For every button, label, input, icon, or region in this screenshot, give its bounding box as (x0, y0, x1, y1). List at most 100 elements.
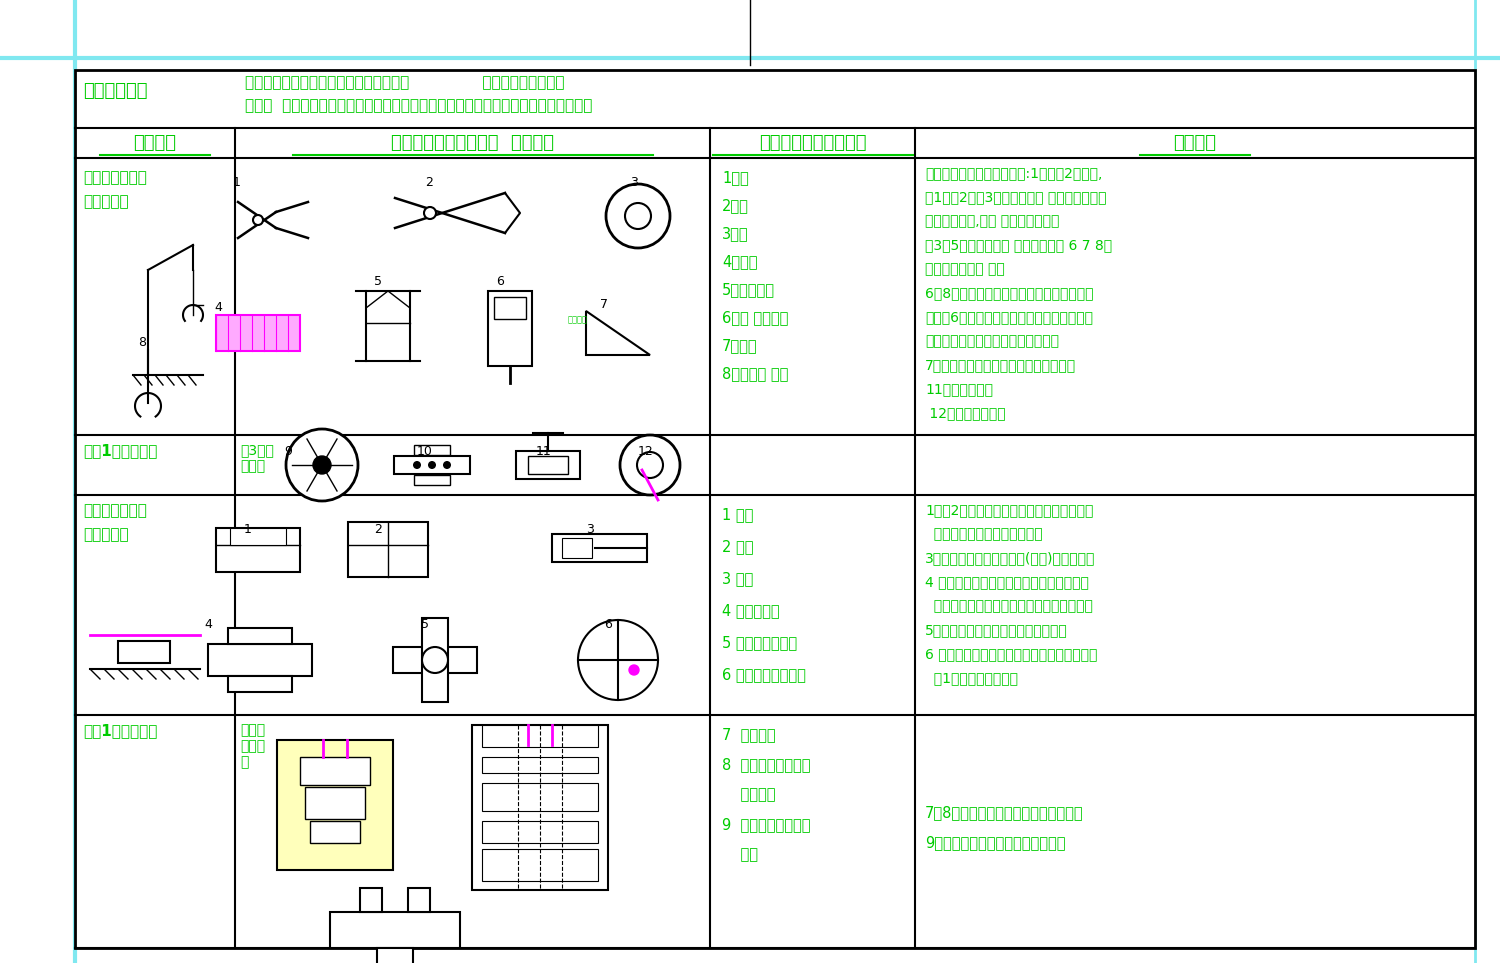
Circle shape (638, 452, 663, 478)
Bar (552, 534, 646, 562)
Text: 7: 7 (600, 298, 608, 311)
Circle shape (413, 461, 422, 469)
Text: 移动副
组合应
用: 移动副 组合应 用 (240, 723, 266, 769)
Text: 8  级进复合钣金冲压: 8 级进复合钣金冲压 (722, 757, 810, 772)
Text: 两杆1副转动机构: 两杆1副转动机构 (82, 443, 158, 458)
Bar (304, 787, 364, 819)
Circle shape (628, 665, 639, 675)
Text: 加1联动杆构件的应用: 加1联动杆构件的应用 (926, 671, 1019, 685)
Text: 12: 12 (638, 445, 654, 458)
Text: 1钳子: 1钳子 (722, 170, 748, 185)
Text: 构件形式: 构件形式 (134, 134, 177, 152)
Text: 3气（油）缓冲缸是移动副(构件)的一种应用: 3气（油）缓冲缸是移动副(构件)的一种应用 (926, 551, 1095, 565)
Circle shape (578, 620, 658, 700)
Bar (408, 888, 430, 912)
Text: 10: 10 (417, 445, 434, 458)
Bar (516, 451, 580, 479)
Text: 和转动构件: 和转动构件 (82, 194, 129, 209)
Text: 方法：  利用形象思维原理，从具体到抽象，从需要到现实，将构件和运动副巧妙组合: 方法： 利用形象思维原理，从具体到抽象，从需要到现实，将构件和运动副巧妙组合 (244, 98, 592, 113)
Circle shape (427, 461, 436, 469)
Text: 6 双滑块椭圆规机构: 6 双滑块椭圆规机构 (722, 667, 806, 682)
Text: 5十字滑块联轴器，是两个滑块的组合: 5十字滑块联轴器，是两个滑块的组合 (926, 623, 1068, 637)
Bar (482, 783, 598, 811)
Text: 常用机构组成: 常用机构组成 (82, 82, 147, 100)
Bar (472, 725, 608, 890)
Text: 8: 8 (138, 336, 146, 349)
Bar (330, 912, 460, 948)
Bar (216, 315, 300, 351)
Text: 6、8两构件的功能借都助于弹簧构件实现其: 6、8两构件的功能借都助于弹簧构件实现其 (926, 286, 1094, 300)
Text: 3轮子: 3轮子 (722, 226, 748, 241)
Text: 4: 4 (214, 301, 222, 314)
Text: 液压导轨磁悬浮导轨等但机构原理是相同的: 液压导轨磁悬浮导轨等但机构原理是相同的 (926, 599, 1094, 613)
Bar (482, 849, 598, 881)
Text: 3: 3 (586, 523, 594, 536)
Bar (228, 676, 292, 692)
Bar (360, 888, 382, 912)
Text: 5 十字滑块联轴器: 5 十字滑块联轴器 (722, 635, 797, 650)
Bar (482, 725, 598, 747)
Circle shape (314, 456, 332, 474)
Text: 基本构件移动副: 基本构件移动副 (82, 503, 147, 518)
Bar (209, 644, 312, 676)
Text: 转动构件的具体 应用: 转动构件的具体 应用 (926, 262, 1005, 276)
Text: 件3轮子
的组合: 件3轮子 的组合 (240, 443, 274, 473)
Text: 1: 1 (232, 176, 242, 189)
Text: 1 抽屉: 1 抽屉 (722, 507, 753, 522)
Bar (414, 445, 450, 455)
Text: 11手动起重葫芦: 11手动起重葫芦 (926, 382, 993, 396)
Bar (348, 522, 427, 577)
Text: 11: 11 (536, 445, 552, 458)
Bar (393, 647, 477, 673)
Text: 两杆1副移动机构: 两杆1副移动机构 (82, 723, 158, 738)
Text: 移动副和移动构件的基本应用: 移动副和移动构件的基本应用 (926, 527, 1042, 541)
Text: 6: 6 (604, 618, 612, 631)
Bar (562, 538, 592, 558)
Circle shape (620, 435, 680, 495)
Bar (278, 740, 393, 870)
Text: 图3、5是轮子和轮轴 同属转动构件 6 7 8是: 图3、5是轮子和轮轴 同属转动构件 6 7 8是 (926, 238, 1112, 252)
Bar (310, 821, 360, 843)
Bar (228, 628, 292, 644)
Text: 4: 4 (204, 618, 212, 631)
Text: 组成解读: 组成解读 (1173, 134, 1216, 152)
Circle shape (422, 647, 448, 673)
Text: 折弯模具: 折弯模具 (722, 787, 776, 802)
Circle shape (442, 461, 452, 469)
Bar (482, 757, 598, 773)
Text: 3 气缸: 3 气缸 (722, 571, 753, 586)
Text: 5: 5 (374, 275, 382, 288)
Text: 一元转动基本构件应用: 一元转动基本构件应用 (759, 134, 867, 152)
Text: 合，道理相同,只是 形态不同而已。: 合，道理相同,只是 形态不同而已。 (926, 214, 1059, 228)
Bar (230, 528, 286, 545)
Text: 6冲压 送料机构: 6冲压 送料机构 (722, 310, 789, 325)
Text: 9是移动副几构件在机械手中的应用: 9是移动副几构件在机械手中的应用 (926, 835, 1065, 850)
Text: 6 双滑块椭圆规机构是两直角移动副（构件）: 6 双滑块椭圆规机构是两直角移动副（构件） (926, 647, 1098, 661)
Text: 4 机床导轨副: 4 机床导轨副 (722, 603, 780, 618)
Text: 和移动构件: 和移动构件 (82, 527, 129, 542)
Text: 12汽车后桥差速器: 12汽车后桥差速器 (926, 406, 1005, 420)
Polygon shape (586, 311, 650, 355)
Circle shape (424, 207, 436, 219)
Text: 原理：从实际需要出发，按目的性去构思               动作原理和组成要素: 原理：从实际需要出发，按目的性去构思 动作原理和组成要素 (244, 75, 564, 90)
Text: 2 拉窗: 2 拉窗 (722, 539, 753, 554)
Text: 2剪子: 2剪子 (722, 198, 748, 213)
Text: 9: 9 (284, 445, 292, 458)
Bar (376, 948, 412, 963)
Text: 7分路导板是回转构件借助于位置和形态: 7分路导板是回转构件借助于位置和形态 (926, 358, 1076, 372)
Text: 6: 6 (496, 275, 504, 288)
Text: 4 机床导轨就导轨来讲有滑动导轨滚动导轨: 4 机床导轨就导轨来讲有滑动导轨滚动导轨 (926, 575, 1089, 589)
Text: 机构: 机构 (722, 847, 758, 862)
Bar (528, 456, 568, 474)
Text: 7  型腔模具: 7 型腔模具 (722, 727, 776, 742)
Text: 8吊钩防脱 机构: 8吊钩防脱 机构 (722, 366, 789, 381)
Text: 1: 1 (244, 523, 252, 536)
Text: 基本构件转动副: 基本构件转动副 (82, 170, 147, 185)
Bar (216, 528, 300, 572)
Text: 7、8为移动副（构件）在模具中的应用: 7、8为移动副（构件）在模具中的应用 (926, 805, 1083, 820)
Text: 5: 5 (422, 618, 429, 631)
Text: 5无极减速器: 5无极减速器 (722, 282, 776, 297)
Bar (494, 297, 526, 319)
Text: 助于斜面组合才发挥出其功能原理。: 助于斜面组合才发挥出其功能原理。 (926, 334, 1059, 348)
Text: 图1钳子2剪子3砖拿子都是两 个转动构件的组: 图1钳子2剪子3砖拿子都是两 个转动构件的组 (926, 190, 1107, 204)
